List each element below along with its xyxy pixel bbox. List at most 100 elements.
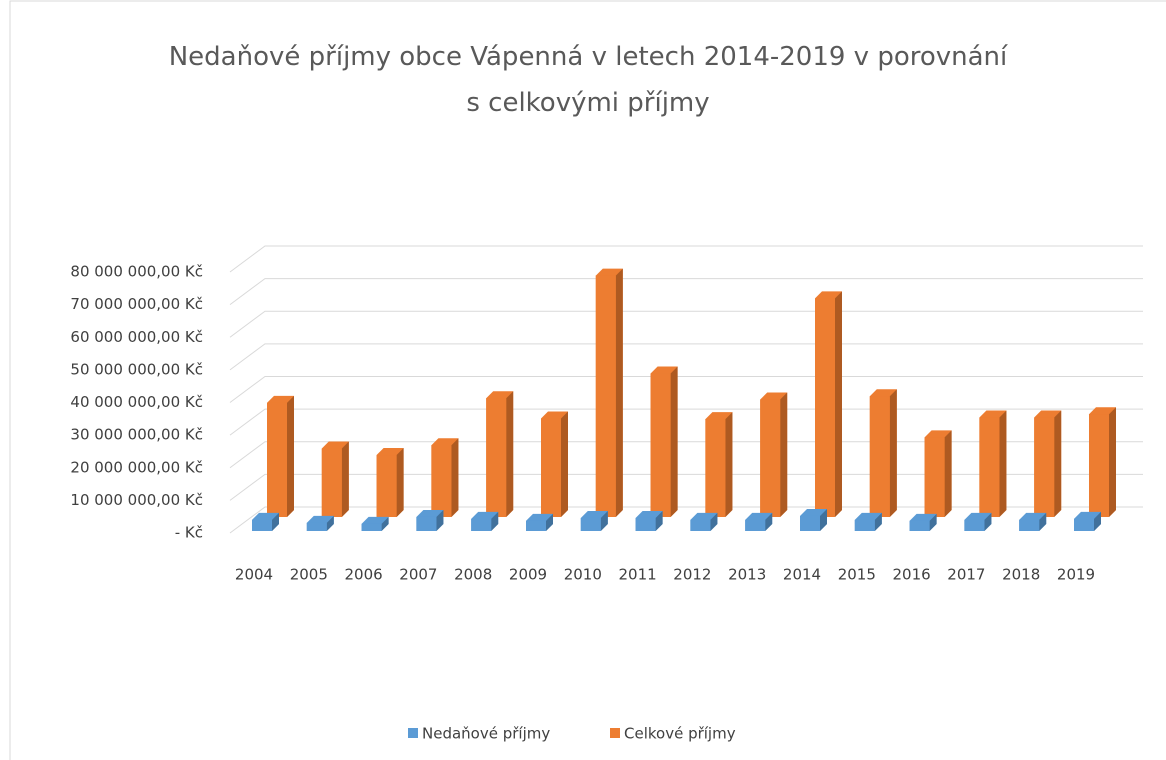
bar-front	[979, 417, 1000, 517]
grid-line	[229, 343, 1143, 371]
grid-line	[229, 441, 1143, 469]
y-tick-label: 20 000 000,00 Kč	[70, 458, 203, 476]
x-tick-label: 2008	[454, 566, 492, 584]
bar-front	[416, 516, 437, 531]
bar-front	[471, 518, 492, 531]
x-tick-label: 2004	[235, 566, 273, 584]
bar-front	[526, 520, 546, 531]
x-tick-label: 2011	[619, 566, 657, 584]
bar-side	[381, 516, 389, 531]
bar-side	[1094, 511, 1101, 531]
bar-side	[396, 448, 404, 517]
chart-border	[9, 0, 1166, 760]
bar-front	[909, 520, 930, 531]
y-tick-label: 70 000 000,00 Kč	[70, 295, 203, 313]
bar-side	[765, 512, 773, 531]
bar-side	[1109, 407, 1116, 517]
grid-line	[229, 408, 1143, 436]
grid-line	[229, 473, 1143, 501]
bar-front	[1034, 417, 1055, 517]
bar-side	[615, 268, 623, 517]
bar-side	[710, 512, 718, 531]
bar-front	[321, 448, 342, 517]
bar-front	[252, 519, 272, 531]
bar-front	[306, 522, 327, 531]
y-tick-label: 10 000 000,00 Kč	[70, 491, 203, 509]
bar-side	[820, 508, 827, 531]
bar-front	[924, 437, 945, 517]
x-tick-label: 2015	[838, 566, 876, 584]
grid-line	[229, 376, 1143, 403]
bar-side	[944, 430, 952, 517]
bar-front	[745, 519, 766, 531]
y-tick-label: 40 000 000,00 Kč	[70, 393, 203, 411]
bar-side	[546, 513, 553, 531]
bar-side	[506, 391, 514, 517]
bar-side	[561, 411, 568, 517]
bar-side	[341, 441, 349, 517]
bar-side	[451, 438, 459, 517]
bar-side	[984, 512, 992, 531]
bar-side	[780, 392, 788, 517]
bar-front	[650, 373, 671, 517]
bar-front	[1019, 519, 1040, 531]
bar-side	[287, 395, 294, 517]
bar-side	[272, 512, 279, 531]
bar-side	[326, 515, 334, 531]
y-tick-label: 80 000 000,00 Kč	[70, 263, 203, 281]
bar-side	[600, 510, 608, 531]
x-tick-label: 2005	[290, 566, 328, 584]
x-tick-label: 2006	[345, 566, 383, 584]
bar-side	[655, 510, 663, 531]
bar-side	[889, 389, 897, 517]
legend-swatch	[610, 728, 620, 738]
bar-front	[541, 418, 561, 517]
grid-line	[229, 506, 1143, 534]
bar-side	[1054, 410, 1062, 517]
bar-front	[705, 419, 726, 517]
bar-front	[1074, 518, 1094, 531]
bar-side	[874, 512, 882, 531]
x-tick-label: 2012	[673, 566, 711, 584]
grid-line	[229, 245, 1143, 273]
bar-front	[431, 445, 452, 517]
bar-front	[815, 298, 835, 517]
bar-side	[436, 509, 444, 531]
x-tick-label: 2014	[783, 566, 821, 584]
x-tick-label: 2007	[399, 566, 437, 584]
bar-front	[361, 523, 382, 531]
x-tick-label: 2009	[509, 566, 547, 584]
y-tick-label: 30 000 000,00 Kč	[70, 426, 203, 444]
bar-front	[486, 398, 507, 517]
y-tick-label: - Kč	[175, 524, 203, 542]
bar-front	[376, 455, 397, 517]
bar-front	[595, 275, 616, 517]
bar-front	[854, 519, 875, 531]
legend-swatch	[408, 728, 418, 738]
grid-line	[229, 310, 1143, 338]
bar-side	[999, 410, 1007, 517]
x-tick-label: 2018	[1002, 566, 1040, 584]
x-tick-label: 2016	[893, 566, 931, 584]
chart-title: Nedaňové příjmy obce Vápenná v letech 20…	[168, 42, 1008, 118]
x-tick-label: 2013	[728, 566, 766, 584]
bar-side	[929, 513, 937, 531]
bar-side	[835, 291, 842, 517]
bar-front	[800, 515, 820, 531]
x-tick-label: 2017	[947, 566, 985, 584]
bar-side	[670, 366, 678, 517]
bar-side	[491, 511, 499, 531]
x-tick-label: 2019	[1057, 566, 1095, 584]
bar-side	[1039, 512, 1047, 531]
bar-front	[1089, 414, 1109, 517]
bar-side	[725, 412, 733, 517]
y-tick-label: 60 000 000,00 Kč	[70, 328, 203, 346]
bar-front	[267, 402, 287, 517]
bar-front	[690, 519, 711, 531]
x-tick-label: 2010	[564, 566, 602, 584]
y-tick-label: 50 000 000,00 Kč	[70, 360, 203, 378]
legend-label: Celkové příjmy	[624, 725, 736, 743]
bar-front	[964, 519, 985, 531]
